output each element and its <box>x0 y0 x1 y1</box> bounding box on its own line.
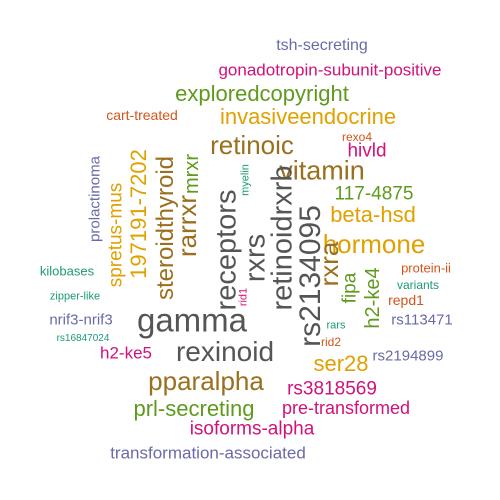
word-repd1: repd1 <box>388 292 424 308</box>
word-exploredcopyright: exploredcopyright <box>175 81 349 106</box>
word-197191-7202: 197191-7202 <box>126 149 151 279</box>
word-myelin: myelin <box>239 164 252 196</box>
word-isoforms-alpha: isoforms-alpha <box>189 418 315 440</box>
word-invasiveendocrine: invasiveendocrine <box>219 104 397 129</box>
word-h2-ke5: h2-ke5 <box>100 343 152 363</box>
word-prl-secreting: prl-secreting <box>133 396 255 421</box>
word-rarrxr: rarrxr <box>172 194 202 258</box>
word-ser28: ser28 <box>313 351 369 376</box>
word-rs113471: rs113471 <box>391 311 453 329</box>
word-rars: rars <box>326 319 346 332</box>
word-rs2194899: rs2194899 <box>372 347 444 365</box>
word-protein-ii: protein-ii <box>401 260 451 276</box>
word-kilobases: kilobases <box>39 263 95 279</box>
word-pre-transformed: pre-transformed <box>281 398 411 418</box>
word-mrxr: mrxr <box>181 154 203 194</box>
word-vitamin: vitamin <box>279 155 365 186</box>
word-gonadotropin-subunit-positive: gonadotropin-subunit-positive <box>218 60 442 80</box>
word-rs3818569: rs3818569 <box>287 378 377 400</box>
word-rid2: rid2 <box>320 335 342 349</box>
word-gamma: gamma <box>136 301 248 339</box>
word-hivld: hivld <box>347 140 387 162</box>
word-beta-hsd: beta-hsd <box>330 202 416 227</box>
word-fipa: fipa <box>339 272 361 304</box>
word-pparalpha: pparalpha <box>148 366 264 396</box>
word-cart-treated: cart-treated <box>106 107 178 123</box>
word-zipper-like: zipper-like <box>49 290 101 303</box>
word-spretus-mus: spretus-mus <box>105 182 127 288</box>
word-rs16847024: rs16847024 <box>56 333 110 344</box>
word-prolactinoma: prolactinoma <box>86 156 104 242</box>
word-hormone: hormone <box>322 229 426 259</box>
word-h2-ke4: h2-ke4 <box>362 267 384 329</box>
word-117-4875: 117-4875 <box>334 183 414 205</box>
word-rxra: rxra <box>314 241 344 287</box>
word-tsh-secreting: tsh-secreting <box>276 37 368 54</box>
word-nrif3-nrif3: nrif3-nrif3 <box>49 311 113 329</box>
word-transformation-associated: transformation-associated <box>110 443 306 463</box>
word-rexinoid: rexinoid <box>175 336 275 367</box>
word-retinoic: retinoic <box>210 130 294 160</box>
word-variants: variants <box>396 278 440 292</box>
word-rexo4: rexo4 <box>341 130 373 144</box>
